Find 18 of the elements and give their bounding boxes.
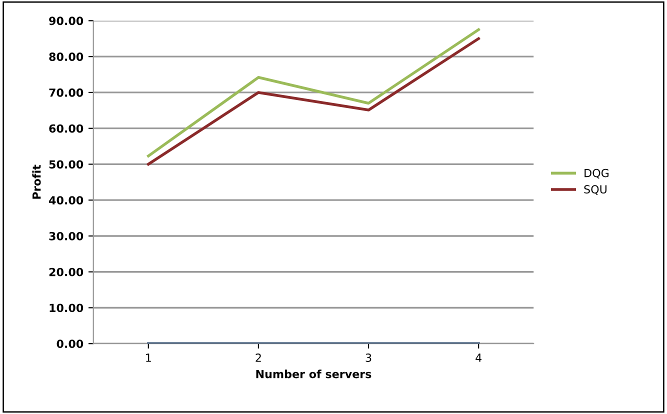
x-tick-label: 4 xyxy=(476,354,482,362)
y-tick-label: 80.00 xyxy=(49,52,84,61)
x-tick-label: 3 xyxy=(366,354,372,362)
y-tick-label: 50.00 xyxy=(49,160,84,169)
legend-label: SQU xyxy=(584,185,606,195)
y-tick-label: 0.00 xyxy=(56,340,84,348)
x-axis-title: Number of servers xyxy=(256,370,372,378)
y-tick-label: 20.00 xyxy=(49,268,84,276)
y-tick-label: 40.00 xyxy=(49,196,84,204)
y-tick-label: 10.00 xyxy=(50,304,84,312)
x-tick-label: 1 xyxy=(146,354,151,362)
y-tick-label: 60.00 xyxy=(49,124,84,133)
x-tick-label: 2 xyxy=(256,354,261,362)
y-tick-label: 90.00 xyxy=(49,16,84,26)
y-tick-label: 30.00 xyxy=(49,232,84,240)
legend-label: DQG xyxy=(584,168,609,179)
y-axis-title: Profit xyxy=(32,164,41,199)
y-tick-label: 70.00 xyxy=(49,88,84,97)
